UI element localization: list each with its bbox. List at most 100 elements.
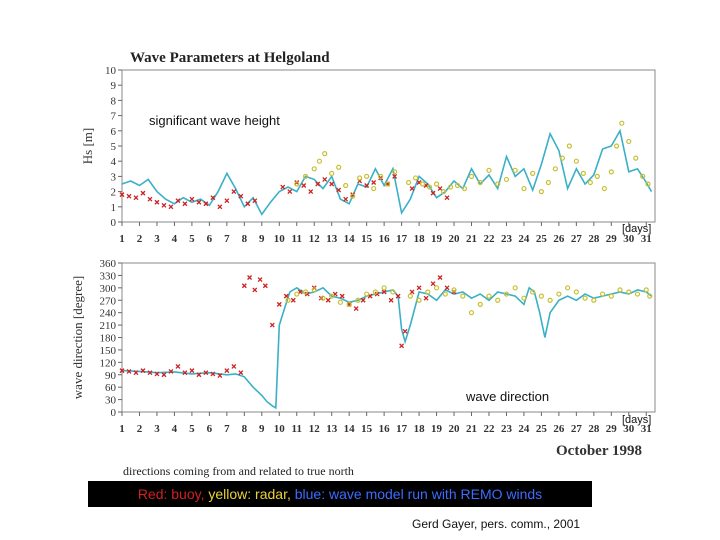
buoy-point	[437, 275, 443, 280]
radar-point	[357, 175, 363, 181]
buoy-point	[381, 289, 387, 295]
x-tick-label: 21	[466, 233, 477, 245]
radar-point	[545, 179, 552, 186]
radar-point	[512, 285, 518, 291]
buoy-point	[231, 364, 237, 369]
radar-point	[643, 287, 649, 293]
buoy-point	[364, 183, 370, 188]
buoy-point	[133, 370, 139, 376]
radar-point	[530, 170, 536, 176]
x-tick-label: 2	[137, 423, 143, 435]
buoy-point	[217, 204, 223, 210]
radar-point	[617, 287, 623, 293]
x-tick-label: 7	[224, 233, 230, 245]
radar-point	[385, 181, 391, 187]
x-tick-label: 1	[119, 233, 125, 245]
radar-point	[591, 297, 597, 303]
y-axis-label: wave direction [degree]	[70, 276, 85, 399]
x-tick-label: 7	[224, 423, 230, 435]
radar-point	[311, 166, 317, 172]
y-tick-label: 330	[100, 270, 117, 282]
x-tick-label: 13	[326, 423, 338, 435]
radar-point	[587, 179, 593, 186]
x-tick-label: 10	[274, 233, 286, 245]
buoy-point	[444, 285, 450, 291]
x-tick-label: 6	[207, 233, 213, 245]
radar-point	[294, 291, 300, 297]
y-tick-label: 240	[100, 308, 117, 320]
buoy-point	[257, 277, 263, 283]
buoy-point	[322, 176, 328, 182]
y-tick-label: 5	[111, 141, 117, 153]
radar-point	[378, 173, 384, 179]
radar-point	[350, 193, 356, 199]
x-tick-label: 24	[518, 233, 530, 245]
x-tick-label: 16	[379, 423, 391, 435]
radar-point	[608, 169, 614, 175]
buoy-point	[423, 295, 429, 301]
radar-point	[503, 291, 510, 297]
buoy-point	[409, 186, 415, 192]
buoy-point	[217, 373, 223, 379]
buoy-point	[437, 186, 443, 192]
x-tick-label: 9	[259, 233, 265, 245]
buoy-point	[196, 199, 202, 205]
buoy-point	[353, 306, 359, 311]
buoy-point	[231, 189, 237, 195]
radar-point	[285, 297, 291, 303]
radar-point	[407, 293, 413, 299]
y-tick-label: 7	[111, 111, 117, 123]
radar-point	[640, 173, 646, 179]
x-tick-label: 12	[309, 233, 321, 245]
x-tick-label: 16	[379, 233, 391, 245]
x-tick-label: 27	[571, 233, 583, 245]
x-tick-label: 24	[518, 423, 530, 435]
buoy-point	[210, 371, 216, 377]
y-tick-label: 90	[105, 370, 117, 382]
radar-point	[559, 155, 565, 161]
legend-yellow: yellow: radar,	[208, 486, 291, 502]
radar-point	[442, 291, 448, 297]
x-tick-label: 23	[501, 233, 513, 245]
radar-point	[573, 289, 579, 295]
radar-point	[468, 173, 475, 179]
radar-point	[302, 173, 309, 179]
radar-point	[477, 301, 483, 307]
radar-point	[433, 285, 440, 291]
x-tick-label: 26	[553, 233, 565, 245]
radar-point	[633, 155, 639, 161]
buoy-point	[119, 368, 125, 374]
buoy-point	[241, 283, 247, 289]
x-tick-label: 21	[466, 423, 477, 435]
buoy-point	[325, 297, 331, 303]
radar-point	[613, 143, 620, 149]
buoy-point	[196, 372, 202, 378]
x-tick-label: 17	[396, 233, 408, 245]
y-tick-label: 120	[100, 357, 117, 369]
radar-point	[320, 295, 326, 301]
buoy-point	[126, 193, 132, 199]
buoy-point	[238, 193, 244, 199]
radar-point	[447, 184, 454, 190]
buoy-point	[224, 368, 230, 374]
x-tick-label: 29	[606, 233, 618, 245]
radar-point	[329, 293, 335, 299]
wave-height-annotation: significant wave height	[149, 113, 280, 128]
buoy-point	[238, 370, 244, 376]
y-tick-label: 360	[100, 258, 117, 270]
x-tick-label: 15	[361, 423, 373, 435]
radar-point	[477, 179, 483, 186]
y-tick-label: 9	[111, 80, 117, 92]
buoy-point	[247, 275, 253, 280]
radar-point	[405, 179, 412, 186]
buoy-point	[287, 189, 293, 195]
radar-point	[538, 189, 545, 195]
x-tick-label: 25	[536, 423, 548, 435]
x-tick-label: 8	[242, 233, 248, 245]
month-label: October 1998	[556, 443, 642, 459]
x-axis-label: [days]	[622, 414, 651, 426]
legend-blue: blue: wave model run with REMO winds	[294, 486, 543, 502]
buoy-point	[147, 370, 153, 376]
radar-point	[316, 158, 323, 164]
